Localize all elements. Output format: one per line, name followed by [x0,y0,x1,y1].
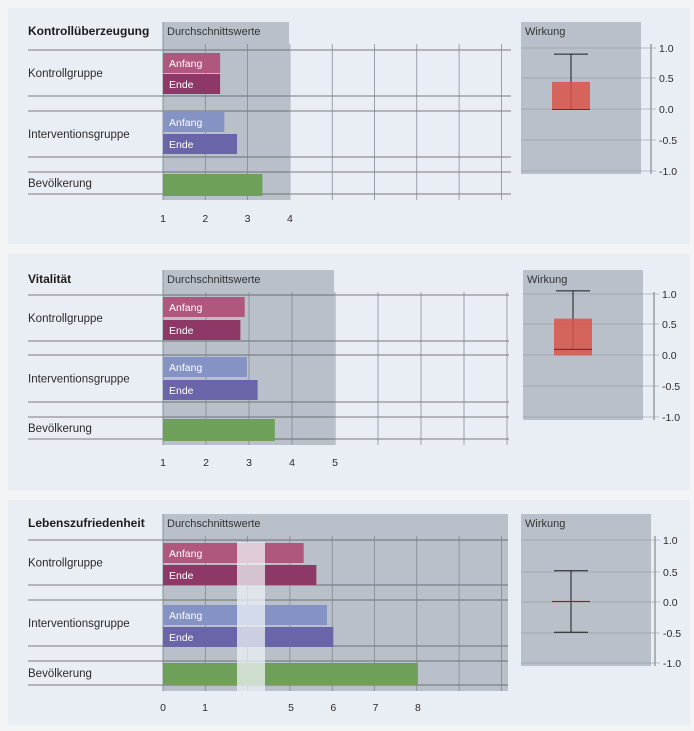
bar-label: Ende [169,139,194,151]
x-tick-label: 1 [160,457,166,469]
bar-label: Anfang [169,610,202,622]
effect-header: Wirkung [525,518,565,530]
x-tick-label: 2 [202,213,208,225]
effect-tick-label: -1.0 [662,412,680,424]
bar-label: Anfang [169,302,202,314]
x-tick-label: 5 [332,457,338,469]
bar-label: Anfang [169,548,202,560]
effect-tick-label: -0.5 [662,381,680,393]
bar [163,663,418,685]
bar [163,419,275,441]
x-tick-label: 8 [415,702,421,714]
effect-tick-label: 0.5 [663,567,678,579]
bar [163,53,221,73]
effect-header: Wirkung [527,274,567,286]
effect-tick-label: 0.0 [663,597,678,609]
effect-tick-label: 0.0 [662,350,677,362]
effect-area [521,514,651,666]
effect-tick-label: -0.5 [659,135,677,147]
bar [163,112,225,132]
bar-label: Anfang [169,362,202,374]
effect-tick-label: 1.0 [662,289,677,301]
bar [163,357,247,377]
effect-tick-label: 0.0 [659,104,674,116]
effect-header: Wirkung [525,26,565,38]
bar [163,174,263,196]
effect-tick-label: 0.5 [659,73,674,85]
effect-box [552,81,590,110]
effect-tick-label: -1.0 [659,166,677,178]
effect-tick-label: 1.0 [663,535,678,547]
effect-tick-label: 0.5 [662,319,677,331]
bar [163,74,221,94]
x-tick-label: 1 [202,702,208,714]
bar-label: Ende [169,570,194,582]
x-tick-label: 4 [287,213,293,225]
x-tick-label: 0 [160,702,166,714]
bar [163,134,238,154]
effect-tick-label: 1.0 [659,43,674,55]
effect-box [554,318,592,356]
group-label: Bevölkerung [28,423,92,435]
group-label: Kontrollgruppe [28,68,103,80]
x-tick-label: 3 [245,213,251,225]
chart-title: Lebenszufriedenheit [28,516,145,530]
x-tick-label: 3 [246,457,252,469]
group-label: Bevölkerung [28,178,92,190]
panel-kontrollueberzeugung: Durchschnittswerte Kontrollüberzeugung Kon… [8,8,690,244]
axis-break-band [237,542,265,691]
bar [163,297,245,317]
mean-values-header: Durchschnittswerte [167,518,261,530]
group-label: Interventionsgruppe [28,374,130,386]
bar [163,380,258,400]
group-label: Kontrollgruppe [28,558,103,570]
bar-label: Ende [169,79,194,91]
bar-label: Ende [169,385,194,397]
bar-label: Anfang [169,117,202,129]
chart-title: Vitalität [28,272,71,286]
bar-label: Ende [169,632,194,644]
effect-tick-label: -1.0 [663,658,681,670]
mean-values-header: Durchschnittswerte [167,274,261,286]
group-label: Interventionsgruppe [28,618,130,630]
chart-vitalitaet: Durchschnittswerte Vitalität Kontrollgrupp… [28,270,680,469]
bar [163,543,304,563]
x-tick-label: 5 [288,702,294,714]
chart-kontrollueberzeugung: Durchschnittswerte Kontrollüberzeugung Kon… [28,22,677,225]
group-label: Bevölkerung [28,668,92,680]
chart-title: Kontrollüberzeugung [28,24,149,38]
x-tick-label: 6 [330,702,336,714]
group-label: Interventionsgruppe [28,129,130,141]
chart-lebenszufriedenheit: Durchschnittswerte Lebenszufriedenheit Kon… [28,514,681,714]
bar-label: Ende [169,325,194,337]
x-tick-label: 4 [289,457,295,469]
mean-values-header: Durchschnittswerte [167,26,261,38]
panel-vitalitaet: Durchschnittswerte Vitalität Kontrollgrupp… [8,254,690,490]
panel-lebenszufriedenheit: Durchschnittswerte Lebenszufriedenheit Kon… [8,500,690,725]
bar-label: Anfang [169,58,202,70]
x-tick-label: 2 [203,457,209,469]
bar [163,320,241,340]
effect-tick-label: -0.5 [663,628,681,640]
x-tick-label: 7 [373,702,379,714]
group-label: Kontrollgruppe [28,313,103,325]
x-tick-label: 1 [160,213,166,225]
